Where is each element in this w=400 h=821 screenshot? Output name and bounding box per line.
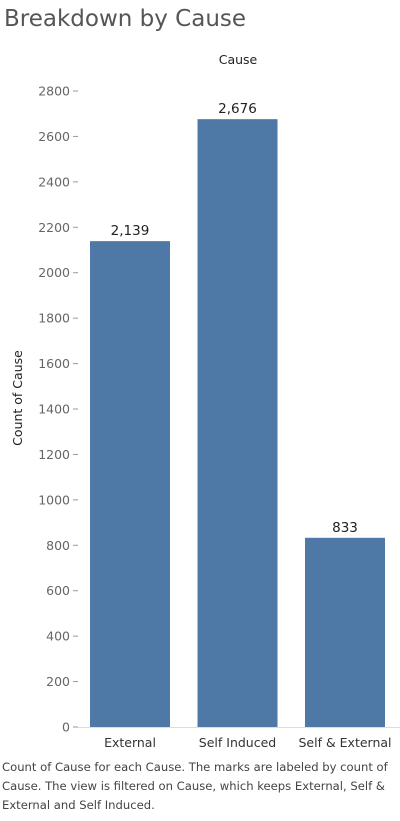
y-tick-label: 1000 bbox=[38, 492, 70, 507]
y-tick-label: 2000 bbox=[38, 265, 70, 280]
y-tick-label: 600 bbox=[46, 583, 70, 598]
bar[interactable] bbox=[305, 537, 385, 727]
bar[interactable] bbox=[90, 241, 170, 728]
y-tick-label: 1800 bbox=[38, 311, 70, 326]
x-category-label: Self Induced bbox=[199, 735, 276, 750]
bar[interactable] bbox=[197, 119, 278, 727]
data-label: 2,139 bbox=[111, 223, 150, 239]
y-tick-label: 200 bbox=[46, 674, 70, 689]
y-axis-title: Count of Cause bbox=[10, 350, 25, 446]
y-axis: 0 200 400 600 800 1000 1200 1400 1600 1800 2000 220… bbox=[38, 84, 78, 735]
chart-caption: Count of Cause for each Cause. The marks… bbox=[2, 760, 388, 812]
x-axis: External Self Induced Self & External bbox=[104, 735, 391, 750]
y-tick-label: 1200 bbox=[38, 447, 70, 462]
x-category-label: External bbox=[104, 735, 156, 750]
y-tick-label: 2800 bbox=[38, 84, 70, 99]
y-tick-label: 2600 bbox=[38, 129, 70, 144]
chart-title: Breakdown by Cause bbox=[4, 6, 247, 32]
y-tick-label: 2400 bbox=[38, 174, 70, 189]
data-labels-group: 2,139 2,676 833 bbox=[111, 101, 358, 536]
data-label: 2,676 bbox=[218, 101, 257, 117]
y-tick-label: 800 bbox=[46, 538, 70, 553]
y-tick-label: 400 bbox=[46, 629, 70, 644]
data-label: 833 bbox=[332, 520, 358, 536]
y-tick-label: 1600 bbox=[38, 356, 70, 371]
y-tick-label: 1400 bbox=[38, 402, 70, 417]
column-header-title: Cause bbox=[219, 52, 258, 67]
y-tick-label: 0 bbox=[62, 720, 70, 735]
bars-group bbox=[90, 119, 385, 728]
y-tick-label: 2200 bbox=[38, 220, 70, 235]
x-category-label: Self & External bbox=[298, 735, 391, 750]
